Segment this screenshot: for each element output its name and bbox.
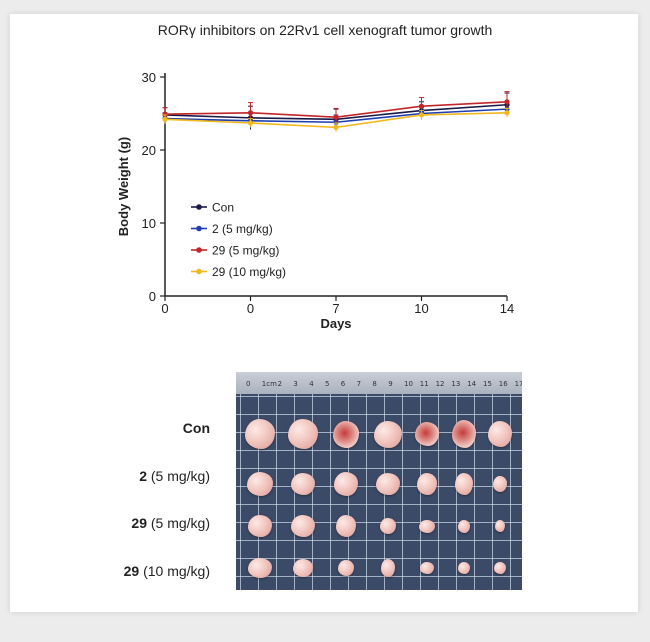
data-point: [504, 110, 510, 116]
data-point: [333, 124, 339, 130]
ruler-number: 6: [340, 380, 346, 388]
data-point: [333, 114, 339, 120]
x-axis-label: Days: [320, 316, 351, 331]
data-point: [418, 103, 425, 109]
y-tick-label: 30: [142, 70, 156, 85]
y-tick-label: 20: [142, 143, 156, 158]
row-label-2-5mg: 2 (5 mg/kg): [139, 468, 210, 484]
tumor-sample: [291, 515, 315, 537]
row-label-dose: (5 mg/kg): [146, 468, 210, 484]
tumor-sample: [381, 559, 395, 577]
legend-marker: [196, 268, 202, 275]
ruler-number: 7: [356, 380, 362, 388]
y-tick-label: 0: [149, 289, 156, 304]
legend-label: 2 (5 mg/kg): [212, 222, 273, 236]
tumor-sample: [493, 476, 507, 492]
tumor-sample: [338, 560, 354, 576]
legend-marker: [196, 247, 202, 253]
data-point: [418, 112, 425, 118]
row-label-dose: (5 mg/kg): [146, 515, 210, 531]
ruler-number: 10: [404, 380, 413, 388]
series-3: [162, 107, 510, 132]
ruler: 0 1cm 2 3 4 5 6 7 8 9 10 11 12 13 14 15 16 17: [236, 372, 522, 394]
tumor-sample: [374, 420, 402, 448]
tumor-sample: [376, 473, 400, 495]
ruler-number: 3: [293, 380, 298, 388]
legend-label: Con: [212, 201, 234, 215]
tumor-sample: [333, 420, 359, 448]
tumor-sample: [455, 473, 473, 495]
tumor-sample: [334, 472, 358, 496]
ruler-number: 8: [372, 380, 377, 388]
ruler-number: 15: [483, 380, 492, 388]
x-tick-label: 0: [161, 301, 168, 316]
tumor-sample: [293, 559, 313, 577]
tumor-sample: [458, 519, 470, 533]
chart-title: RORγ inhibitors on 22Rv1 cell xenograft …: [157, 22, 493, 38]
row-label-compound: 2: [139, 468, 147, 484]
legend-label: 29 (5 mg/kg): [212, 244, 279, 258]
row-label-compound: 29: [123, 563, 140, 579]
tumor-sample: [415, 422, 439, 446]
data-point: [504, 99, 510, 105]
tumor-photograph: 0 1cm 2 3 4 5 6 7 8 9 10 11 12 13 14 15 16 17: [236, 372, 522, 590]
tumor-sample: [452, 420, 476, 448]
tumor-sample: [494, 562, 506, 574]
x-tick-label: 10: [414, 301, 428, 316]
tumor-sample: [248, 515, 272, 537]
tumor-sample: [458, 562, 470, 574]
ruler-number: 1cm: [261, 380, 277, 388]
row-label-con: Con: [183, 420, 210, 436]
tumor-sample: [420, 562, 434, 574]
tumor-sample: [291, 473, 315, 495]
legend-marker: [196, 204, 202, 210]
ruler-number: 5: [325, 380, 330, 388]
ruler-number: 12: [435, 380, 445, 388]
row-label-dose: (10 mg/kg): [139, 563, 210, 579]
ruler-number: 11: [419, 380, 429, 388]
data-point: [162, 111, 168, 117]
legend-label: 29 (10 mg/kg): [212, 265, 286, 279]
ruler-number: 14: [467, 380, 477, 388]
ruler-number: 9: [388, 380, 393, 388]
x-tick-label: 7: [332, 301, 339, 316]
x-tick-label: 14: [500, 301, 514, 316]
tumor-sample: [248, 558, 272, 578]
ruler-number: 2: [277, 380, 283, 388]
x-tick-label: 0: [247, 301, 254, 316]
y-axis-label: Body Weight (g): [116, 137, 131, 236]
data-point: [247, 120, 254, 126]
ruler-number: 0: [246, 380, 251, 388]
row-label-29-10mg: 29 (10 mg/kg): [124, 563, 210, 579]
legend-marker: [196, 225, 202, 232]
tumor-sample: [288, 419, 318, 449]
tumor-sample: [419, 519, 435, 533]
row-label-29-5mg: 29 (5 mg/kg): [131, 515, 210, 531]
data-point: [162, 116, 168, 122]
tumor-sample: [336, 515, 356, 537]
tumor-sample: [380, 518, 396, 534]
tumor-sample: [488, 421, 512, 447]
tumor-sample: [245, 419, 275, 449]
data-point: [247, 110, 254, 116]
row-label-compound: Con: [182, 420, 210, 436]
y-tick-label: 10: [142, 216, 156, 231]
tumor-sample: [417, 473, 437, 495]
ruler-number: 17: [514, 380, 522, 388]
ruler-number: 13: [451, 380, 461, 388]
tumor-sample: [495, 520, 505, 532]
ruler-number: 4: [309, 380, 314, 388]
tumor-sample: [247, 472, 273, 496]
row-label-compound: 29: [131, 515, 147, 531]
ruler-number: 16: [498, 380, 508, 388]
